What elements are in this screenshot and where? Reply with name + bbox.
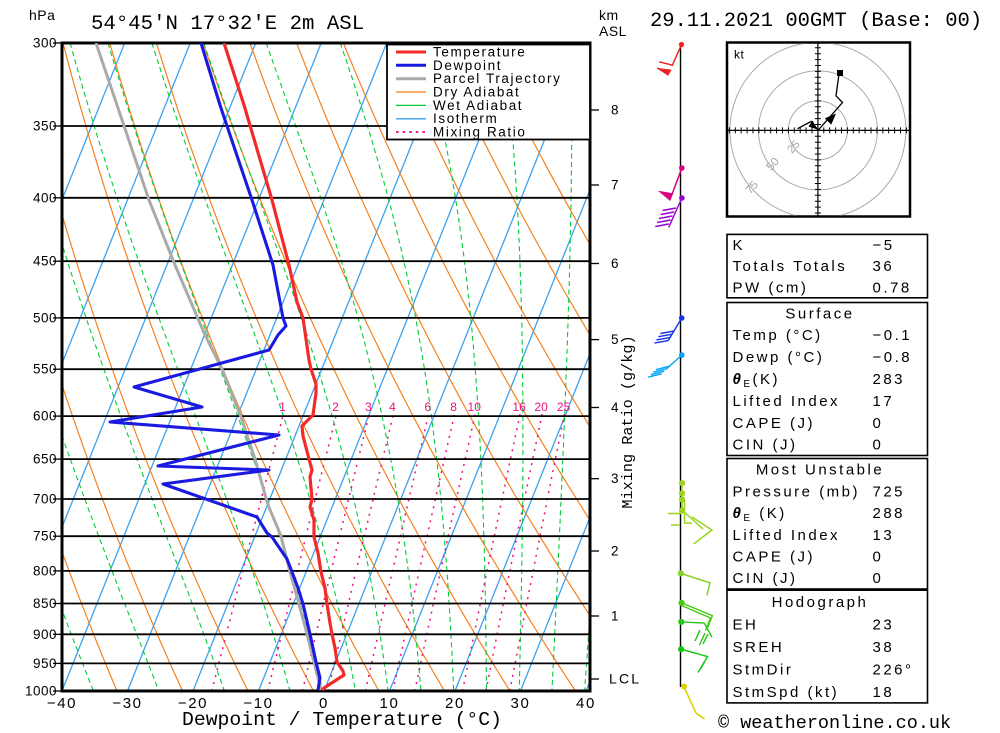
svg-text:Mixing Ratio (g/kg): Mixing Ratio (g/kg) <box>619 335 637 508</box>
svg-text:1000: 1000 <box>25 684 57 699</box>
svg-text:−40: −40 <box>47 695 77 712</box>
svg-text:© weatheronline.co.uk: © weatheronline.co.uk <box>718 713 951 733</box>
svg-text:SREH: SREH <box>733 639 785 656</box>
svg-text:kt: kt <box>734 48 745 62</box>
svg-text:StmDir: StmDir <box>733 662 794 679</box>
svg-text:Dewpoint: Dewpoint <box>433 58 502 73</box>
svg-text:−20: −20 <box>178 695 208 712</box>
svg-text:Hodograph: Hodograph <box>772 594 869 611</box>
svg-text:2: 2 <box>611 544 619 559</box>
svg-text:4: 4 <box>389 400 396 414</box>
svg-text:650: 650 <box>33 452 57 467</box>
svg-text:700: 700 <box>33 492 57 507</box>
svg-text:3: 3 <box>611 471 619 486</box>
svg-text:4: 4 <box>611 400 619 415</box>
svg-text:29.11.2021 00GMT (Base: 00): 29.11.2021 00GMT (Base: 00) <box>650 10 982 33</box>
svg-text:Temp (°C): Temp (°C) <box>733 327 823 344</box>
svg-text:350: 350 <box>33 119 57 134</box>
svg-text:Parcel Trajectory: Parcel Trajectory <box>433 71 561 86</box>
svg-text:Isotherm: Isotherm <box>433 111 498 126</box>
svg-text:25: 25 <box>557 400 571 414</box>
svg-text:10: 10 <box>380 695 400 712</box>
svg-text:900: 900 <box>33 627 57 642</box>
svg-text:13: 13 <box>873 527 895 544</box>
svg-text:1: 1 <box>611 609 619 624</box>
svg-text:0: 0 <box>873 570 884 587</box>
svg-text:CAPE (J): CAPE (J) <box>733 415 816 432</box>
svg-text:550: 550 <box>33 362 57 377</box>
svg-text:−0.1: −0.1 <box>873 327 913 344</box>
svg-text:20: 20 <box>534 400 548 414</box>
svg-text:288: 288 <box>873 505 906 522</box>
svg-text:hPa: hPa <box>29 7 55 23</box>
svg-text:500: 500 <box>33 310 57 325</box>
svg-text:283: 283 <box>873 371 906 388</box>
svg-text:Surface: Surface <box>785 305 854 322</box>
svg-text:EH: EH <box>733 616 759 633</box>
svg-text:PW (cm): PW (cm) <box>733 279 809 296</box>
svg-text:23: 23 <box>873 616 895 633</box>
svg-text:CIN (J): CIN (J) <box>733 570 798 587</box>
svg-text:17: 17 <box>873 393 895 410</box>
svg-text:1: 1 <box>279 400 286 414</box>
svg-text:6: 6 <box>424 400 431 414</box>
svg-text:Most Unstable: Most Unstable <box>756 462 884 479</box>
svg-text:400: 400 <box>33 190 57 205</box>
svg-text:0.78: 0.78 <box>873 279 912 296</box>
svg-text:km: km <box>599 7 619 23</box>
svg-text:40: 40 <box>576 695 596 712</box>
svg-text:−0.8: −0.8 <box>873 349 913 366</box>
svg-text:CAPE (J): CAPE (J) <box>733 549 816 566</box>
svg-text:Dewp (°C): Dewp (°C) <box>733 349 825 366</box>
svg-text:2: 2 <box>332 400 339 414</box>
svg-text:5: 5 <box>611 332 619 347</box>
svg-text:800: 800 <box>33 563 57 578</box>
svg-text:30: 30 <box>511 695 531 712</box>
svg-text:20: 20 <box>445 695 465 712</box>
svg-text:10: 10 <box>468 400 482 414</box>
svg-text:38: 38 <box>873 639 895 656</box>
svg-text:36: 36 <box>873 258 895 275</box>
svg-text:6: 6 <box>611 256 619 271</box>
svg-text:Lifted Index: Lifted Index <box>733 527 841 544</box>
svg-text:750: 750 <box>33 529 57 544</box>
svg-text:θE(K): θE(K) <box>733 371 781 390</box>
svg-text:16: 16 <box>512 400 526 414</box>
svg-text:850: 850 <box>33 596 57 611</box>
svg-text:K: K <box>733 237 746 254</box>
svg-text:Pressure (mb): Pressure (mb) <box>733 483 861 500</box>
svg-text:8: 8 <box>611 103 619 118</box>
svg-text:Wet Adiabat: Wet Adiabat <box>433 98 523 113</box>
svg-text:Dewpoint / Temperature (°C): Dewpoint / Temperature (°C) <box>182 709 502 731</box>
svg-text:18: 18 <box>873 684 895 701</box>
svg-text:3: 3 <box>365 400 372 414</box>
svg-text:7: 7 <box>611 178 619 193</box>
svg-text:725: 725 <box>873 483 906 500</box>
svg-text:8: 8 <box>450 400 457 414</box>
svg-text:0: 0 <box>873 549 884 566</box>
svg-text:Temperature: Temperature <box>433 45 526 60</box>
svg-text:600: 600 <box>33 409 57 424</box>
svg-text:0: 0 <box>873 437 884 454</box>
svg-text:Lifted Index: Lifted Index <box>733 393 841 410</box>
svg-text:CIN (J): CIN (J) <box>733 437 798 454</box>
svg-text:54°45'N 17°32'E 2m ASL: 54°45'N 17°32'E 2m ASL <box>91 13 364 36</box>
svg-text:450: 450 <box>33 254 57 269</box>
svg-text:300: 300 <box>33 36 57 51</box>
svg-text:LCL: LCL <box>609 671 641 687</box>
svg-text:−10: −10 <box>243 695 273 712</box>
svg-text:ASL: ASL <box>599 23 627 39</box>
svg-text:θE (K): θE (K) <box>733 505 787 524</box>
svg-text:Totals Totals: Totals Totals <box>733 258 848 275</box>
svg-text:0: 0 <box>319 695 329 712</box>
svg-text:0: 0 <box>873 415 884 432</box>
svg-text:Dry Adiabat: Dry Adiabat <box>433 85 520 100</box>
svg-text:226°: 226° <box>873 662 914 679</box>
svg-text:StmSpd (kt): StmSpd (kt) <box>733 684 840 701</box>
svg-text:−5: −5 <box>873 237 895 254</box>
svg-text:−30: −30 <box>112 695 142 712</box>
svg-text:Mixing Ratio: Mixing Ratio <box>433 125 526 140</box>
svg-text:950: 950 <box>33 656 57 671</box>
